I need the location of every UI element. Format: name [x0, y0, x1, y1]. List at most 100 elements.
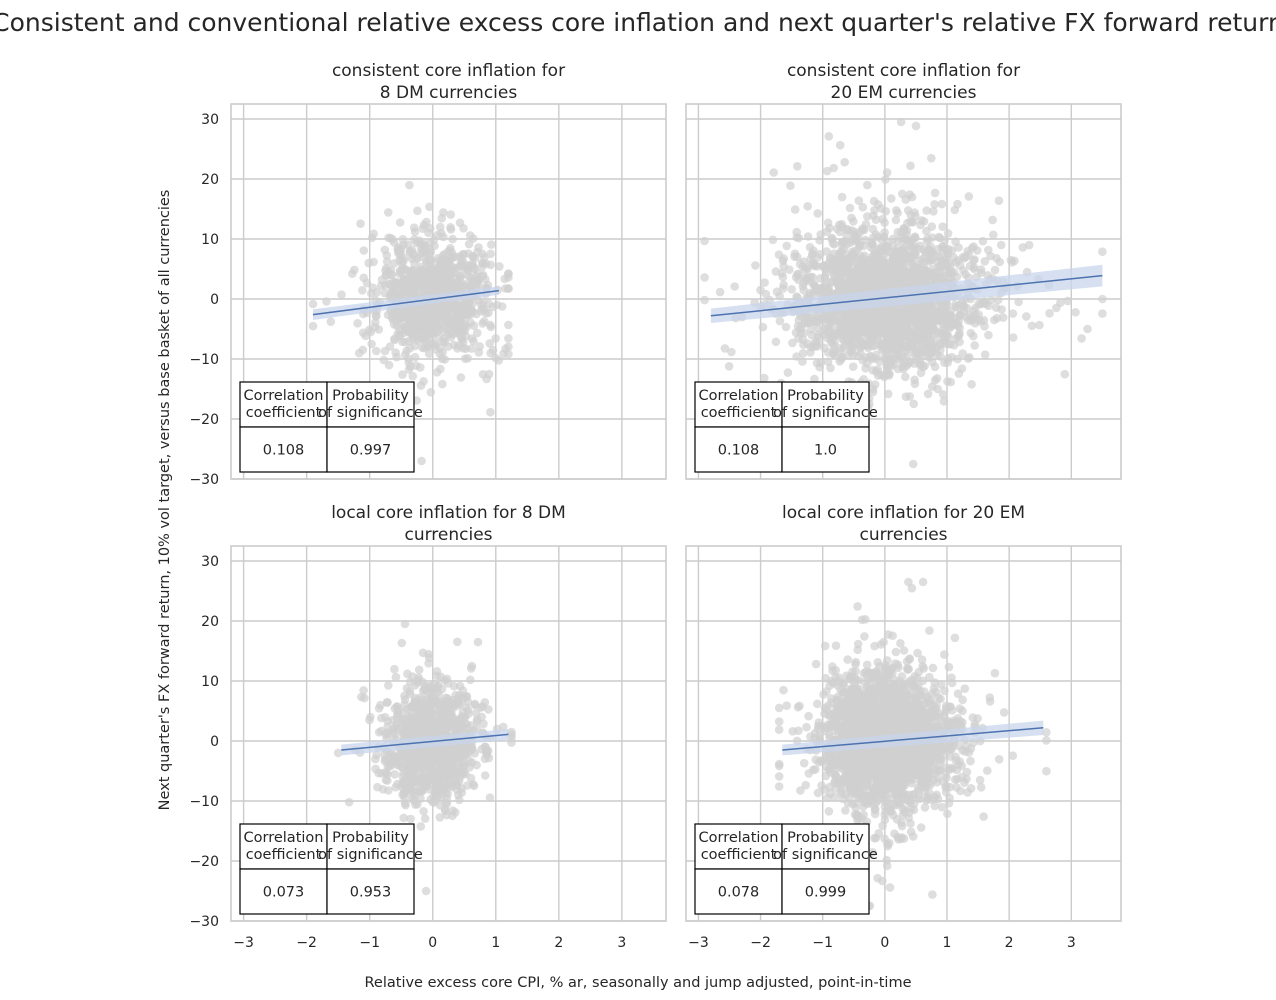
scatter-point: [806, 348, 815, 357]
scatter-point: [388, 725, 398, 734]
scatter-point: [847, 213, 856, 223]
scatter-point: [893, 208, 902, 218]
scatter-point: [439, 701, 449, 711]
scatter-point: [416, 310, 425, 320]
scatter-point: [1098, 247, 1107, 256]
scatter-point: [768, 235, 778, 245]
scatter-point: [837, 269, 847, 278]
scatter-point: [856, 321, 866, 330]
scatter-point: [883, 389, 893, 399]
scatter-point: [918, 577, 928, 587]
scatter-point: [994, 196, 1004, 205]
scatter-point: [495, 262, 504, 271]
scatter-point: [901, 392, 911, 402]
scatter-point: [870, 278, 880, 288]
scatter-point: [788, 338, 797, 348]
scatter-point: [478, 319, 487, 328]
scatter-point: [435, 222, 445, 232]
scatter-point: [848, 362, 858, 372]
scatter-point: [464, 709, 473, 719]
scatter-point: [418, 343, 427, 353]
scatter-point: [955, 300, 965, 309]
table-header: Correlation coefficient: [244, 388, 324, 421]
scatter-point: [424, 349, 434, 359]
y-tick-label: 20: [201, 172, 219, 188]
scatter-point: [359, 246, 369, 255]
scatter-point: [383, 776, 392, 785]
scatter-point: [955, 323, 964, 333]
scatter-point: [913, 337, 922, 346]
scatter-point: [997, 305, 1006, 314]
scatter-point: [480, 754, 490, 764]
scatter-point: [911, 316, 920, 326]
scatter-point: [438, 276, 447, 285]
y-tick-label: 30: [201, 112, 219, 128]
scatter-point: [999, 708, 1009, 717]
scatter-point: [903, 218, 912, 228]
scatter-point: [967, 243, 977, 253]
scatter-point: [438, 251, 448, 260]
scatter-point: [959, 266, 968, 275]
panel-2: consistent core inflation for 20 EM curre…: [685, 61, 1122, 480]
scatter-point: [456, 283, 466, 292]
table-header: Correlation coefficient: [244, 830, 324, 863]
panel-title: consistent core inflation for 8 DM curren…: [332, 61, 565, 103]
scatter-point: [424, 653, 434, 663]
scatter-point: [990, 265, 1000, 275]
scatter-point: [966, 328, 976, 338]
scatter-point: [995, 257, 1005, 267]
scatter-point: [786, 181, 795, 190]
scatter-point: [361, 331, 370, 341]
x-axis-label: Relative excess core CPI, % ar, seasonal…: [365, 975, 912, 991]
scatter-point: [425, 202, 434, 212]
scatter-point: [700, 295, 709, 305]
scatter-point: [823, 357, 833, 367]
scatter-point: [984, 301, 993, 311]
scatter-point: [459, 344, 468, 353]
scatter-point: [453, 637, 462, 647]
scatter-point: [382, 698, 392, 707]
scatter-point: [391, 672, 401, 682]
scatter-point: [474, 296, 484, 305]
scatter-point: [360, 693, 369, 703]
scatter-point: [946, 311, 955, 321]
scatter-point: [989, 230, 998, 240]
scatter-point: [992, 313, 1002, 323]
scatter-point: [771, 267, 781, 276]
scatter-point: [953, 256, 963, 265]
scatter-point: [927, 222, 937, 231]
scatter-point: [799, 278, 808, 288]
scatter-point: [466, 675, 475, 685]
scatter-point: [384, 208, 393, 217]
scatter-point: [879, 370, 889, 380]
scatter-point: [837, 192, 847, 202]
scatter-point: [787, 285, 796, 294]
scatter-point: [930, 188, 940, 198]
scatter-point: [481, 742, 490, 752]
scatter-point: [804, 711, 813, 721]
table-header-line: Probability: [332, 388, 409, 404]
scatter-point: [413, 800, 422, 809]
table-header-line: coefficient: [246, 847, 322, 863]
scatter-point: [1014, 297, 1023, 307]
scatter-point: [829, 163, 838, 173]
scatter-point: [435, 765, 445, 775]
scatter-point: [333, 748, 343, 758]
table-value-cell: [326, 426, 415, 473]
scatter-point: [880, 218, 889, 227]
y-tick-label: −10: [189, 794, 219, 810]
scatter-point: [380, 346, 390, 356]
y-tick-label: −10: [189, 352, 219, 368]
scatter-point: [824, 807, 834, 816]
y-tick-label: 20: [201, 614, 219, 630]
scatter-point: [470, 265, 479, 274]
scatter-point: [854, 309, 864, 319]
scatter-point: [1042, 736, 1051, 745]
scatter-point: [980, 350, 990, 360]
x-tick-label: −2: [296, 935, 317, 951]
scatter-point: [472, 277, 482, 286]
scatter-point: [826, 316, 835, 326]
scatter-point: [390, 770, 400, 779]
scatter-point: [369, 257, 378, 267]
